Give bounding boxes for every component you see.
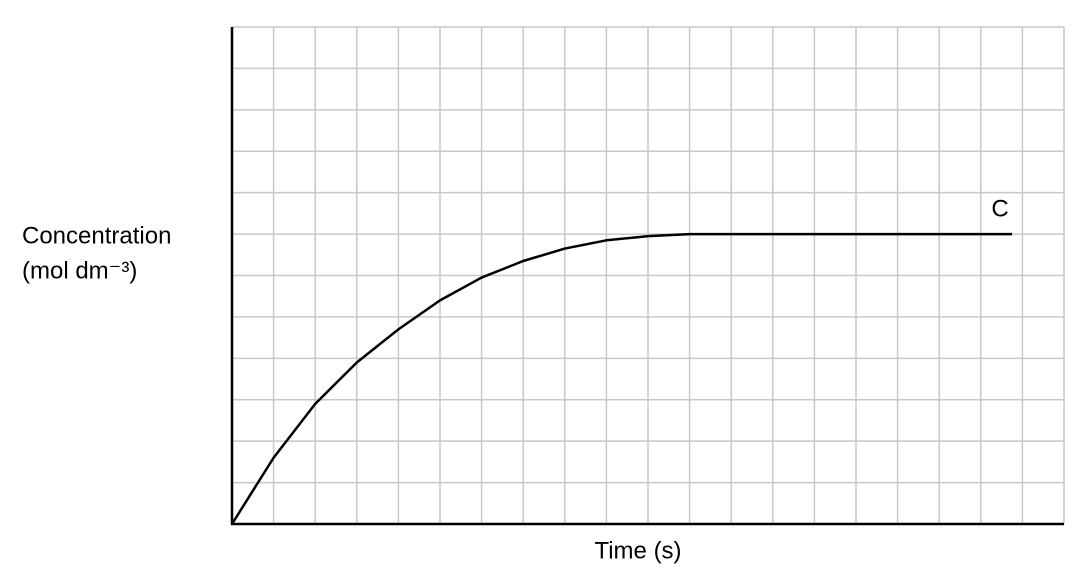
y-axis-label: (mol dm⁻³) [22,257,137,284]
y-axis-label: Concentration [22,222,171,249]
series-label: C [991,195,1008,222]
data-line [230,232,1012,525]
x-axis-label: Time (s) [594,537,681,564]
